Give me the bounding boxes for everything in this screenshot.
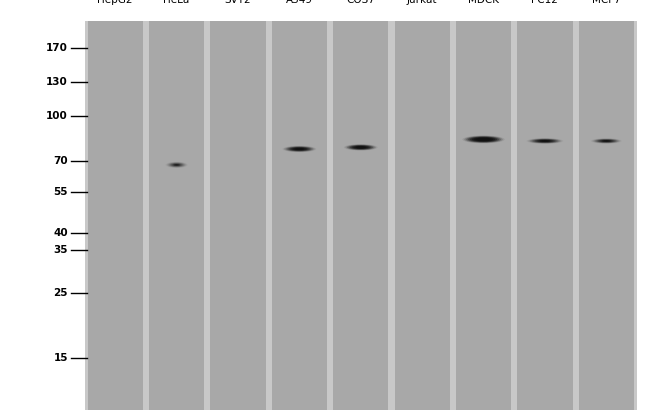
Ellipse shape [359, 147, 362, 148]
Ellipse shape [294, 148, 304, 150]
Ellipse shape [480, 139, 488, 140]
Text: 170: 170 [46, 43, 68, 53]
Ellipse shape [172, 163, 182, 166]
Ellipse shape [289, 147, 310, 151]
Ellipse shape [353, 146, 369, 149]
Ellipse shape [472, 137, 495, 142]
Ellipse shape [167, 162, 186, 168]
Text: 15: 15 [53, 353, 68, 363]
Bar [395, 21, 450, 410]
Ellipse shape [537, 140, 553, 142]
Ellipse shape [294, 148, 304, 150]
Text: 130: 130 [46, 77, 68, 87]
Ellipse shape [470, 137, 497, 142]
Text: 35: 35 [53, 245, 68, 255]
Ellipse shape [468, 137, 499, 142]
Text: A549: A549 [286, 0, 313, 5]
Ellipse shape [528, 138, 562, 143]
Ellipse shape [287, 147, 311, 151]
Text: 25: 25 [53, 288, 68, 298]
Text: PC12: PC12 [532, 0, 558, 5]
Ellipse shape [535, 140, 555, 143]
Ellipse shape [283, 146, 317, 152]
Ellipse shape [355, 146, 367, 148]
Bar [272, 21, 327, 410]
Ellipse shape [533, 139, 556, 143]
Ellipse shape [175, 164, 179, 166]
Bar [333, 21, 389, 410]
Ellipse shape [174, 164, 179, 166]
Ellipse shape [292, 148, 307, 150]
Ellipse shape [482, 139, 486, 140]
Ellipse shape [358, 147, 364, 148]
Ellipse shape [476, 138, 491, 141]
Bar [88, 21, 143, 410]
Ellipse shape [170, 163, 183, 167]
Ellipse shape [464, 136, 502, 143]
Ellipse shape [538, 140, 552, 142]
Ellipse shape [170, 163, 184, 167]
Ellipse shape [474, 138, 493, 141]
Ellipse shape [526, 138, 563, 144]
Ellipse shape [541, 140, 548, 141]
Bar [211, 21, 266, 410]
Ellipse shape [284, 146, 315, 152]
Ellipse shape [168, 163, 185, 167]
Ellipse shape [598, 140, 615, 143]
Ellipse shape [466, 136, 500, 143]
Ellipse shape [345, 145, 376, 150]
Ellipse shape [348, 145, 373, 150]
Ellipse shape [166, 162, 187, 168]
Ellipse shape [352, 145, 370, 149]
Bar [517, 21, 573, 410]
Ellipse shape [599, 140, 614, 142]
Ellipse shape [350, 145, 372, 149]
Ellipse shape [293, 148, 306, 150]
Ellipse shape [601, 140, 612, 142]
Bar [456, 21, 511, 410]
Text: Jurkat: Jurkat [407, 0, 437, 5]
Bar [149, 21, 204, 410]
Ellipse shape [595, 139, 618, 143]
Ellipse shape [593, 139, 619, 143]
Ellipse shape [462, 135, 504, 143]
Bar [578, 21, 634, 410]
Ellipse shape [602, 140, 610, 142]
Ellipse shape [344, 144, 378, 150]
Text: COS7: COS7 [346, 0, 375, 5]
Ellipse shape [290, 147, 309, 151]
Text: 55: 55 [53, 187, 68, 197]
Ellipse shape [530, 139, 560, 143]
Ellipse shape [592, 138, 620, 143]
Ellipse shape [478, 138, 489, 140]
Text: HepG2: HepG2 [98, 0, 133, 5]
Text: 70: 70 [53, 156, 68, 166]
Ellipse shape [540, 140, 550, 142]
Text: 40: 40 [53, 228, 68, 237]
Ellipse shape [478, 138, 489, 140]
Ellipse shape [602, 140, 610, 142]
Ellipse shape [356, 146, 365, 148]
Text: SVT2: SVT2 [225, 0, 252, 5]
Ellipse shape [532, 139, 558, 143]
Ellipse shape [540, 140, 550, 142]
Ellipse shape [597, 139, 616, 143]
Ellipse shape [174, 164, 179, 166]
Text: MCF7: MCF7 [592, 0, 621, 5]
Ellipse shape [603, 140, 609, 141]
Ellipse shape [172, 164, 181, 166]
Ellipse shape [296, 148, 302, 150]
Ellipse shape [285, 146, 313, 152]
Text: HeLa: HeLa [163, 0, 190, 5]
Text: 100: 100 [46, 111, 68, 121]
Text: MDCK: MDCK [468, 0, 499, 5]
Ellipse shape [347, 145, 374, 150]
Ellipse shape [356, 146, 365, 148]
